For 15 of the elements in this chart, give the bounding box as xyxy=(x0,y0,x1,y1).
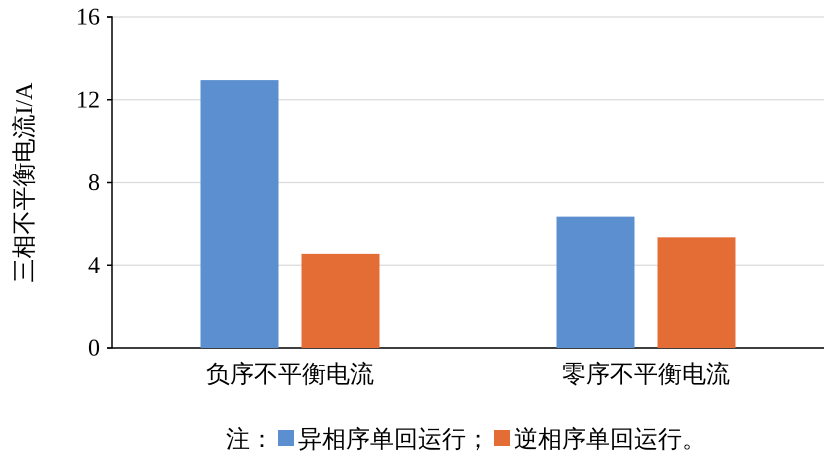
bar xyxy=(200,80,278,348)
bar xyxy=(658,237,736,348)
bar xyxy=(302,254,380,348)
legend-label: 逆相序单回运行。 xyxy=(514,426,706,453)
bar xyxy=(556,216,634,348)
legend-title: 注： xyxy=(226,426,274,453)
y-tick-label: 4 xyxy=(88,252,100,279)
y-tick-label: 16 xyxy=(76,4,100,31)
y-tick-label: 0 xyxy=(88,336,100,362)
y-tick-label: 12 xyxy=(76,87,100,114)
x-tick-label: 负序不平衡电流 xyxy=(206,361,374,388)
y-tick-label: 8 xyxy=(88,170,100,196)
x-tick-label: 零序不平衡电流 xyxy=(562,361,730,388)
y-axis-title: 三相不平衡电流I/A xyxy=(11,82,38,282)
legend-label: 异相序单回运行； xyxy=(298,426,490,453)
